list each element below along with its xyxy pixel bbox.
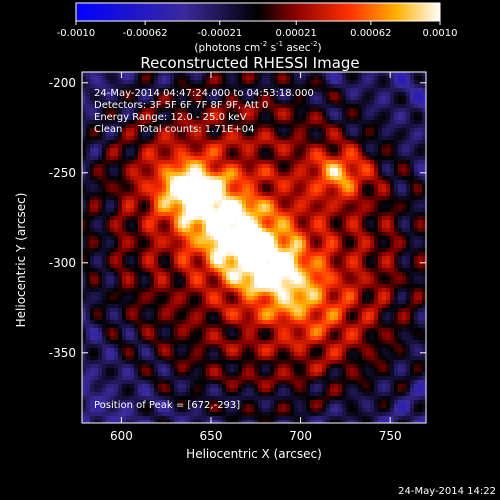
colorbar-tick-label: 0.00062 [350, 28, 391, 39]
x-tick-label: 700 [289, 429, 312, 443]
plot-frame [81, 71, 427, 424]
colorbar-tick-label: 0.00021 [276, 28, 317, 39]
y-axis-label: Heliocentric Y (arcsec) [14, 193, 28, 328]
colorbar-tick-label: -0.0010 [57, 28, 96, 39]
chart-title: Reconstructed RHESSI Image [140, 54, 359, 72]
x-tick-label: 600 [110, 429, 133, 443]
colorbar-ticks: -0.0010 -0.00062 -0.00021 0.00021 0.00062 0.0… [57, 21, 458, 39]
y-tick-label: -350 [49, 346, 76, 360]
annotation-energy-range: Energy Range: 12.0 - 25.0 keV [94, 112, 247, 123]
heatmap-image [82, 72, 426, 423]
y-tick-label: -300 [49, 256, 76, 270]
x-tick-label: 750 [379, 429, 402, 443]
x-axis-label: Heliocentric X (arcsec) [186, 447, 322, 461]
colorbar [75, 2, 441, 22]
annotation-clean-counts: Clean Total counts: 1.71E+04 [94, 124, 254, 135]
y-tick-label: -200 [49, 76, 76, 90]
x-tick-label: 650 [200, 429, 223, 443]
peak-position-label: Position of Peak = [672,-293] [94, 400, 240, 411]
footer-timestamp: 24-May-2014 14:22 [398, 486, 496, 497]
axes: 600 650 700 750 -200 -250 -300 -350 [49, 72, 426, 443]
y-tick-label: -250 [49, 166, 76, 180]
colorbar-tick-label: 0.0010 [423, 28, 458, 39]
colorbar-tick-label: -0.00062 [123, 28, 168, 39]
colorbar-unit-label: (photons cm-2 s-1 asec-2) [194, 40, 321, 54]
annotation-block: 24-May-2014 04:47:24.000 to 04:53:18.000… [94, 88, 314, 135]
annotation-time-range: 24-May-2014 04:47:24.000 to 04:53:18.000 [94, 88, 314, 99]
annotation-detectors: Detectors: 3F 5F 6F 7F 8F 9F, Att 0 [94, 100, 268, 111]
colorbar-tick-label: -0.00021 [197, 28, 242, 39]
